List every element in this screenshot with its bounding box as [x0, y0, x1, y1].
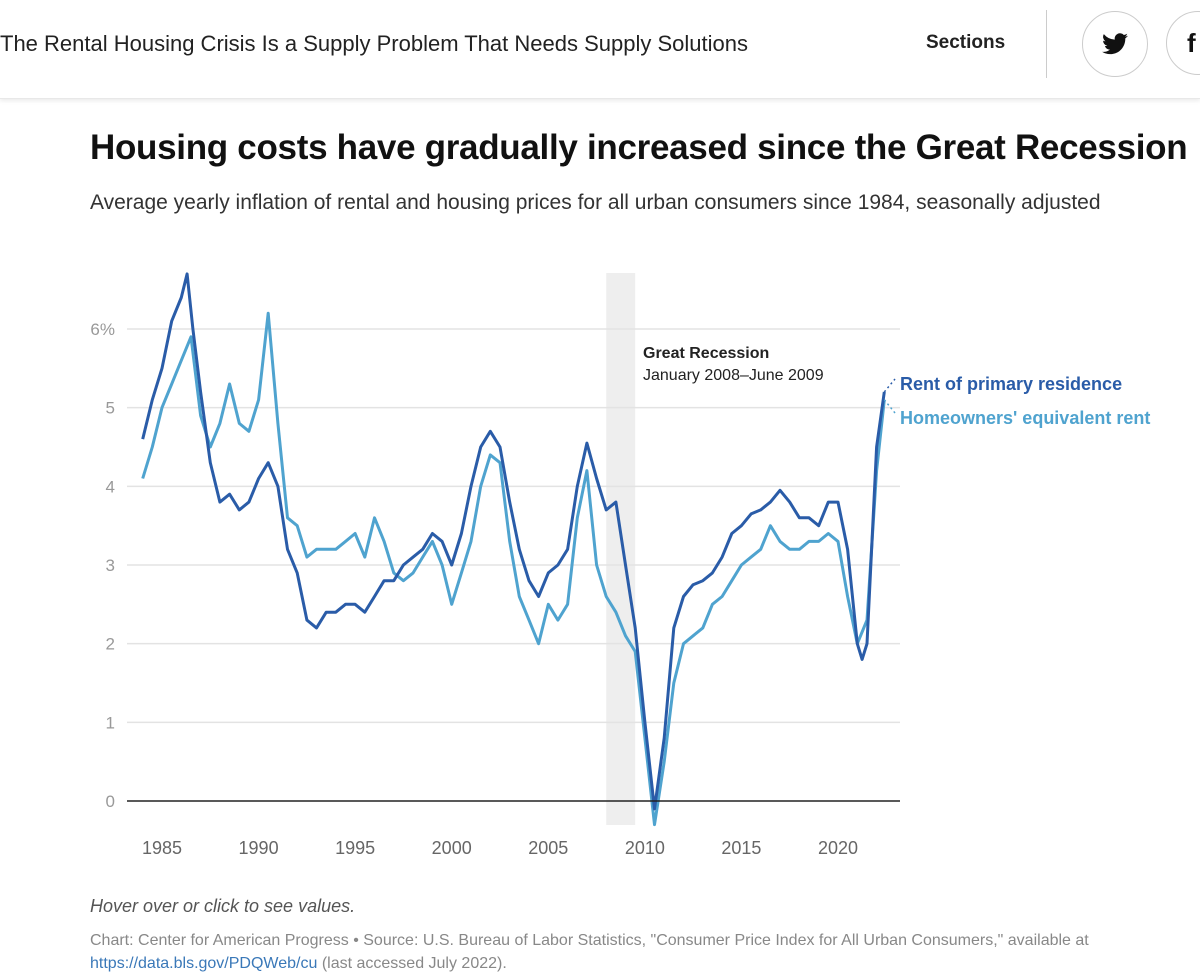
twitter-share-button[interactable]	[1082, 11, 1148, 77]
x-tick-label: 2010	[625, 838, 665, 858]
sections-menu-button[interactable]: Sections	[926, 32, 1006, 53]
facebook-icon: f	[1187, 27, 1196, 58]
twitter-icon	[1102, 33, 1128, 55]
y-tick-label: 6%	[90, 320, 115, 339]
legend-label: Homeowners' equivalent rent	[900, 408, 1150, 428]
top-bar: The Rental Housing Crisis Is a Supply Pr…	[0, 0, 1200, 99]
y-tick-label: 5	[106, 399, 115, 418]
chart-title: Housing costs have gradually increased s…	[90, 128, 1188, 167]
annotation-title: Great Recession	[643, 345, 769, 362]
legend-label: Rent of primary residence	[900, 374, 1122, 394]
x-tick-label: 1985	[142, 838, 182, 858]
y-tick-label: 3	[106, 556, 115, 575]
legend-leader	[883, 378, 896, 393]
series-line	[141, 311, 886, 827]
y-tick-label: 0	[106, 792, 115, 811]
x-tick-label: 1990	[239, 838, 279, 858]
y-tick-label: 2	[106, 635, 115, 654]
x-tick-label: 2005	[528, 838, 568, 858]
y-tick-label: 4	[106, 477, 115, 496]
y-tick-label: 1	[106, 713, 115, 732]
article-title: The Rental Housing Crisis Is a Supply Pr…	[0, 31, 748, 56]
x-tick-label: 2000	[432, 838, 472, 858]
chart-source: Chart: Center for American Progress • So…	[90, 929, 1170, 975]
source-text: Chart: Center for American Progress • So…	[90, 932, 1089, 949]
annotation-text: January 2008–June 2009	[643, 367, 824, 384]
source-suffix: (last accessed July 2022).	[317, 955, 507, 972]
recession-band	[606, 273, 636, 825]
hover-note: Hover over or click to see values.	[90, 896, 356, 916]
x-tick-label: 2015	[721, 838, 761, 858]
x-tick-label: 1995	[335, 838, 375, 858]
chart-subtitle: Average yearly inflation of rental and h…	[90, 191, 1101, 214]
legend-leader	[883, 399, 896, 414]
source-link[interactable]: https://data.bls.gov/PDQWeb/cu	[90, 955, 318, 972]
x-tick-label: 2020	[818, 838, 858, 858]
series-line	[141, 272, 886, 811]
divider	[1046, 10, 1047, 78]
